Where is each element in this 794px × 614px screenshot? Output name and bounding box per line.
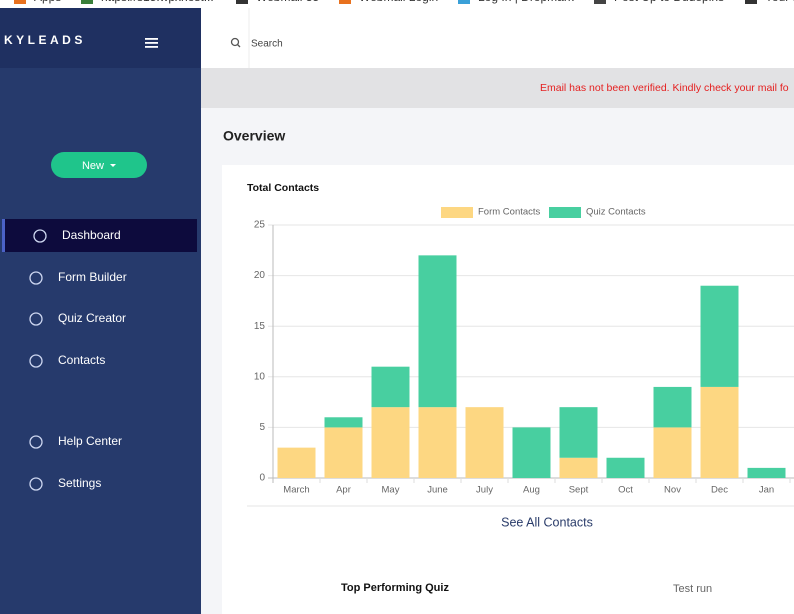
y-tick-label: 20 — [254, 270, 266, 281]
bar — [700, 285, 739, 387]
y-tick-label: 0 — [259, 473, 265, 484]
hamburger-line — [145, 38, 158, 40]
legend-label[interactable]: Form Contacts — [478, 207, 541, 218]
menu-icon — [29, 312, 43, 326]
menu-icon — [29, 271, 43, 285]
see-all-link[interactable]: See All Contacts — [501, 515, 593, 529]
bookmark[interactable]: Webmail 35 — [256, 0, 319, 4]
bookmark[interactable]: Your I — [765, 0, 794, 4]
bar — [747, 467, 786, 478]
quiz-item[interactable]: Test run — [673, 583, 712, 595]
top-header — [201, 8, 794, 68]
menu-item[interactable]: Dashboard — [62, 228, 121, 242]
x-tick-label: Jan — [759, 485, 774, 496]
bar — [371, 407, 410, 478]
bookmark-icon — [81, 0, 93, 4]
menu-item[interactable]: Quiz Creator — [58, 311, 126, 325]
bar — [371, 366, 410, 408]
x-tick-label: June — [427, 485, 448, 496]
new-button[interactable] — [51, 152, 147, 178]
search-icon — [230, 37, 240, 47]
x-tick-label: Apr — [336, 485, 351, 496]
bookmark-icon — [458, 0, 470, 4]
bar — [277, 447, 316, 478]
hamburger-line — [145, 42, 158, 44]
section-title: Top Performing Quiz — [341, 582, 449, 594]
bar — [700, 386, 739, 478]
overview-title: Overview — [223, 128, 285, 144]
bar — [465, 407, 504, 478]
bookmark[interactable]: Webmail Login — [359, 0, 438, 4]
bar — [653, 386, 692, 428]
x-tick-label: Nov — [664, 485, 681, 496]
bar — [324, 427, 363, 478]
legend-swatch — [441, 207, 473, 218]
bar — [653, 427, 692, 478]
legend-swatch — [549, 207, 581, 218]
x-tick-label: Aug — [523, 485, 540, 496]
menu-toggle[interactable] — [145, 38, 158, 48]
bookmark-icon — [339, 0, 351, 4]
bookmark[interactable]: https://s15.wpxhost... — [101, 0, 214, 4]
menu-icon — [33, 229, 47, 243]
search-input[interactable]: Search — [251, 39, 283, 50]
bar — [324, 417, 363, 428]
bar — [606, 457, 645, 478]
x-tick-label: Sept — [569, 485, 589, 496]
bookmark[interactable]: Post Up to Dudepins — [614, 0, 724, 4]
sidebar — [0, 8, 201, 614]
menu-icon — [29, 354, 43, 368]
x-tick-label: May — [382, 485, 400, 496]
hamburger-line — [145, 46, 158, 48]
new-button-label: New — [82, 160, 104, 172]
chart-title: Total Contacts — [247, 182, 319, 194]
y-tick-label: 25 — [254, 220, 266, 231]
alert-text: Email has not been verified. Kindly chec… — [540, 82, 789, 94]
bar — [559, 407, 598, 458]
y-tick-label: 5 — [259, 422, 265, 433]
bookmark-icon — [236, 0, 248, 4]
menu-item[interactable]: Form Builder — [58, 270, 127, 284]
bar — [418, 255, 457, 408]
brand: KYLEADS — [4, 33, 86, 47]
brand-bar — [0, 8, 201, 68]
bookmark-icon — [14, 0, 26, 4]
search-icon — [237, 44, 241, 48]
card — [222, 165, 794, 614]
legend-label[interactable]: Quiz Contacts — [586, 207, 646, 218]
x-tick-label: Dec — [711, 485, 728, 496]
bookmark[interactable]: Log In | Dropmark — [478, 0, 575, 4]
menu-icon — [29, 477, 43, 491]
bar — [512, 427, 551, 478]
menu-item[interactable]: Contacts — [58, 353, 105, 367]
bookmark-icon — [594, 0, 606, 4]
menu-item[interactable]: Help Center — [58, 434, 122, 448]
bookmark-icon — [745, 0, 757, 4]
x-tick-label: March — [283, 485, 309, 496]
x-tick-label: Oct — [618, 485, 633, 496]
menu-item[interactable]: Settings — [58, 476, 101, 490]
bar — [418, 407, 457, 478]
y-tick-label: 10 — [254, 371, 266, 382]
alert-bar — [201, 68, 794, 108]
x-tick-label: July — [476, 485, 493, 496]
y-tick-label: 15 — [254, 321, 266, 332]
caret — [110, 164, 116, 167]
bar — [559, 457, 598, 478]
bookmark-bar — [0, 0, 794, 8]
bookmark[interactable]: Apps — [34, 0, 61, 4]
menu-icon — [29, 435, 43, 449]
active-marker — [2, 219, 5, 252]
